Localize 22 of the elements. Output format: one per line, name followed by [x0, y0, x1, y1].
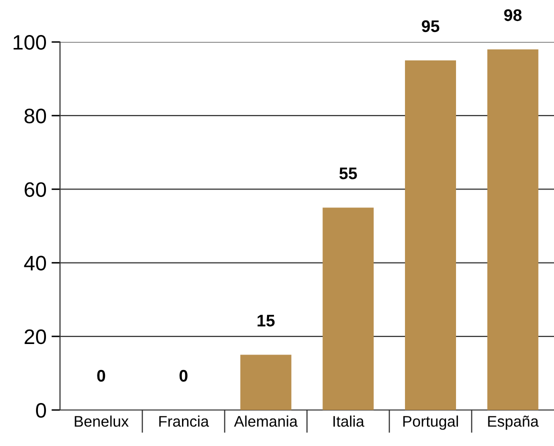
data-label: 0: [97, 370, 106, 382]
data-label: 0: [180, 370, 188, 382]
x-tick-label: Francia: [159, 416, 209, 427]
bar: [404, 60, 456, 410]
y-tick-label: 60: [24, 182, 46, 197]
x-tick-label: Italia: [333, 416, 364, 427]
data-label: 55: [339, 168, 357, 180]
data-label: 15: [258, 314, 275, 327]
y-tick-label: 100: [14, 35, 46, 50]
bar: [240, 354, 292, 410]
x-tick-label: España: [488, 416, 539, 430]
y-tick-label: 0: [36, 403, 46, 418]
y-tick-label: 80: [24, 108, 46, 124]
y-tick-label: 20: [24, 329, 46, 344]
data-label: 95: [422, 20, 440, 32]
y-tick-label: 40: [24, 256, 46, 271]
bar: [487, 49, 538, 410]
bar: [322, 208, 374, 410]
x-tick-label: Alemania: [234, 416, 298, 427]
x-tick-label: Benelux: [74, 416, 129, 427]
x-tick-label: Portugal: [403, 416, 458, 430]
data-label: 98: [504, 9, 522, 22]
